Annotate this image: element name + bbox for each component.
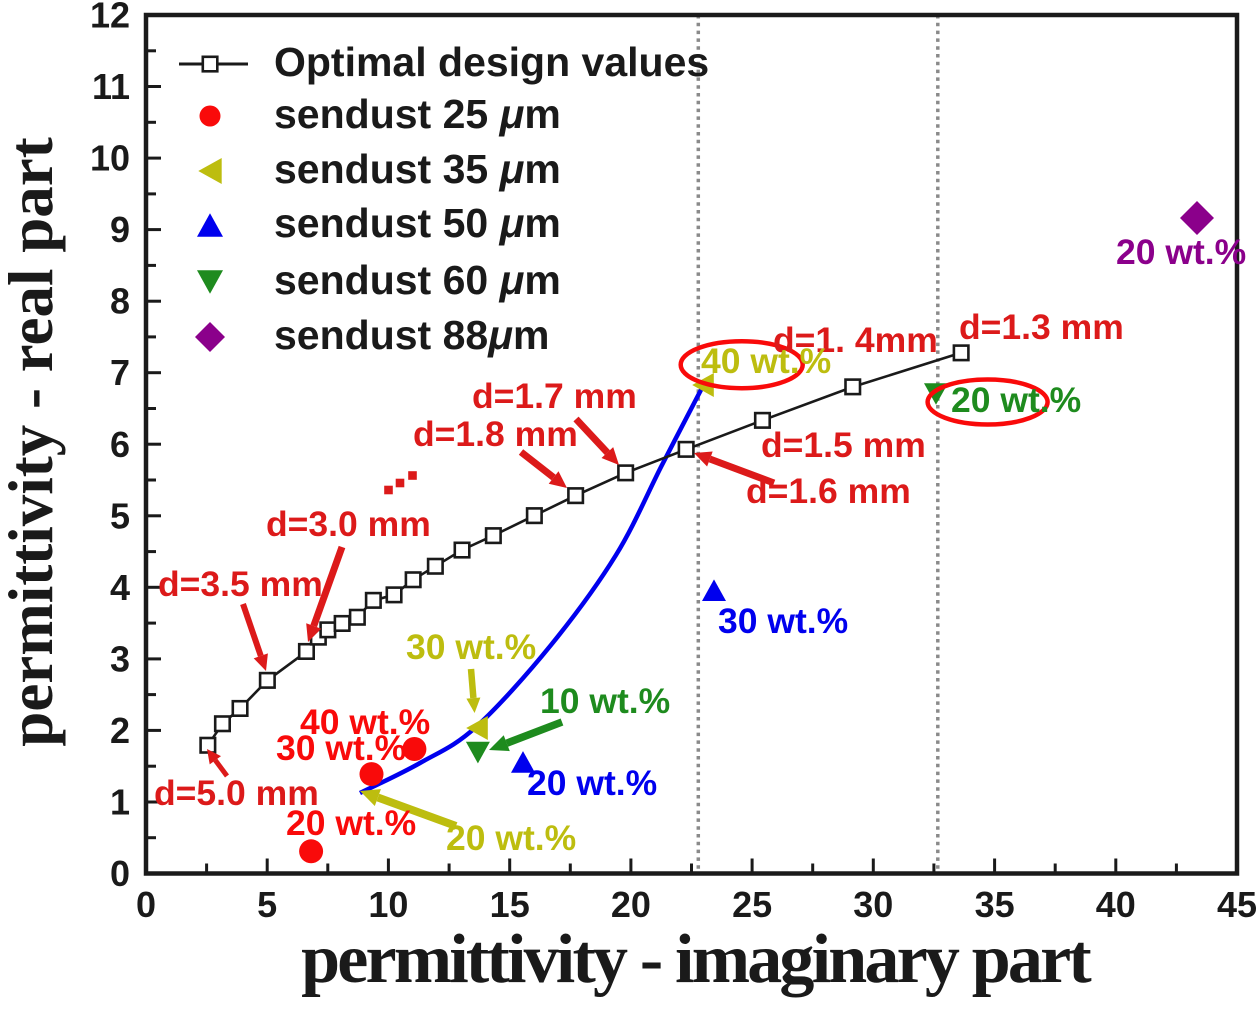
- svg-text:40: 40: [1096, 884, 1136, 925]
- svg-text:d=1.3 mm: d=1.3 mm: [959, 307, 1124, 347]
- svg-text:30 wt.%: 30 wt.%: [718, 601, 848, 641]
- svg-text:20 wt.%: 20 wt.%: [446, 818, 576, 858]
- svg-text:d=1. 4mm: d=1. 4mm: [773, 320, 938, 360]
- svg-text:1: 1: [110, 782, 130, 823]
- svg-text:d=1.6 mm: d=1.6 mm: [746, 471, 911, 511]
- svg-text:6: 6: [110, 424, 130, 465]
- svg-text:d=3.5 mm: d=3.5 mm: [158, 564, 323, 604]
- svg-text:30: 30: [853, 884, 893, 925]
- svg-text:11: 11: [92, 66, 130, 107]
- svg-text:20: 20: [611, 884, 651, 925]
- svg-text:Optimal design values: Optimal design values: [274, 39, 709, 85]
- svg-text:4: 4: [110, 567, 130, 608]
- svg-text:sendust 88μm: sendust 88μm: [274, 312, 549, 358]
- svg-text:30 wt.%: 30 wt.%: [276, 728, 406, 768]
- svg-text:20 wt.%: 20 wt.%: [527, 763, 657, 803]
- svg-text:5: 5: [110, 495, 130, 536]
- svg-text:20 wt.%: 20 wt.%: [951, 380, 1081, 420]
- svg-text:d=5.0 mm: d=5.0 mm: [154, 773, 319, 813]
- svg-text:3: 3: [110, 638, 130, 679]
- svg-text:d=1.7 mm: d=1.7 mm: [472, 376, 637, 416]
- svg-text:d=1.8 mm: d=1.8 mm: [413, 414, 578, 454]
- svg-text:0: 0: [136, 884, 156, 925]
- svg-text:15: 15: [490, 884, 530, 925]
- svg-text:40 wt.%: 40 wt.%: [300, 702, 430, 742]
- svg-text:10: 10: [90, 138, 130, 179]
- svg-text:45: 45: [1217, 884, 1257, 925]
- svg-text:5: 5: [257, 884, 277, 925]
- svg-text:2: 2: [110, 710, 130, 751]
- svg-text:20 wt.%: 20 wt.%: [1116, 232, 1246, 272]
- svg-text:permittivity - real part: permittivity - real part: [0, 137, 66, 746]
- svg-text:sendust 25 μm: sendust 25 μm: [274, 91, 561, 137]
- svg-text:8: 8: [110, 281, 130, 322]
- svg-text:d=1.5 mm: d=1.5 mm: [761, 425, 926, 465]
- svg-text:10 wt.%: 10 wt.%: [540, 681, 670, 721]
- svg-text:sendust 50 μm: sendust 50 μm: [274, 200, 561, 246]
- svg-text:sendust 60 μm: sendust 60 μm: [274, 257, 561, 303]
- svg-text:40 wt.%: 40 wt.%: [701, 341, 831, 381]
- svg-text:7: 7: [110, 352, 130, 393]
- svg-text:20 wt.%: 20 wt.%: [286, 803, 416, 843]
- svg-text:35: 35: [975, 884, 1015, 925]
- svg-text:10: 10: [368, 884, 408, 925]
- svg-text:sendust 35 μm: sendust 35 μm: [274, 146, 561, 192]
- svg-text:25: 25: [732, 884, 772, 925]
- svg-text:30 wt.%: 30 wt.%: [406, 627, 536, 667]
- svg-text:9: 9: [110, 209, 130, 250]
- svg-text:d=3.0 mm: d=3.0 mm: [266, 504, 431, 544]
- svg-text:12: 12: [90, 0, 130, 36]
- svg-text:permittivity - imaginary part: permittivity - imaginary part: [301, 921, 1091, 998]
- svg-text:0: 0: [110, 853, 130, 894]
